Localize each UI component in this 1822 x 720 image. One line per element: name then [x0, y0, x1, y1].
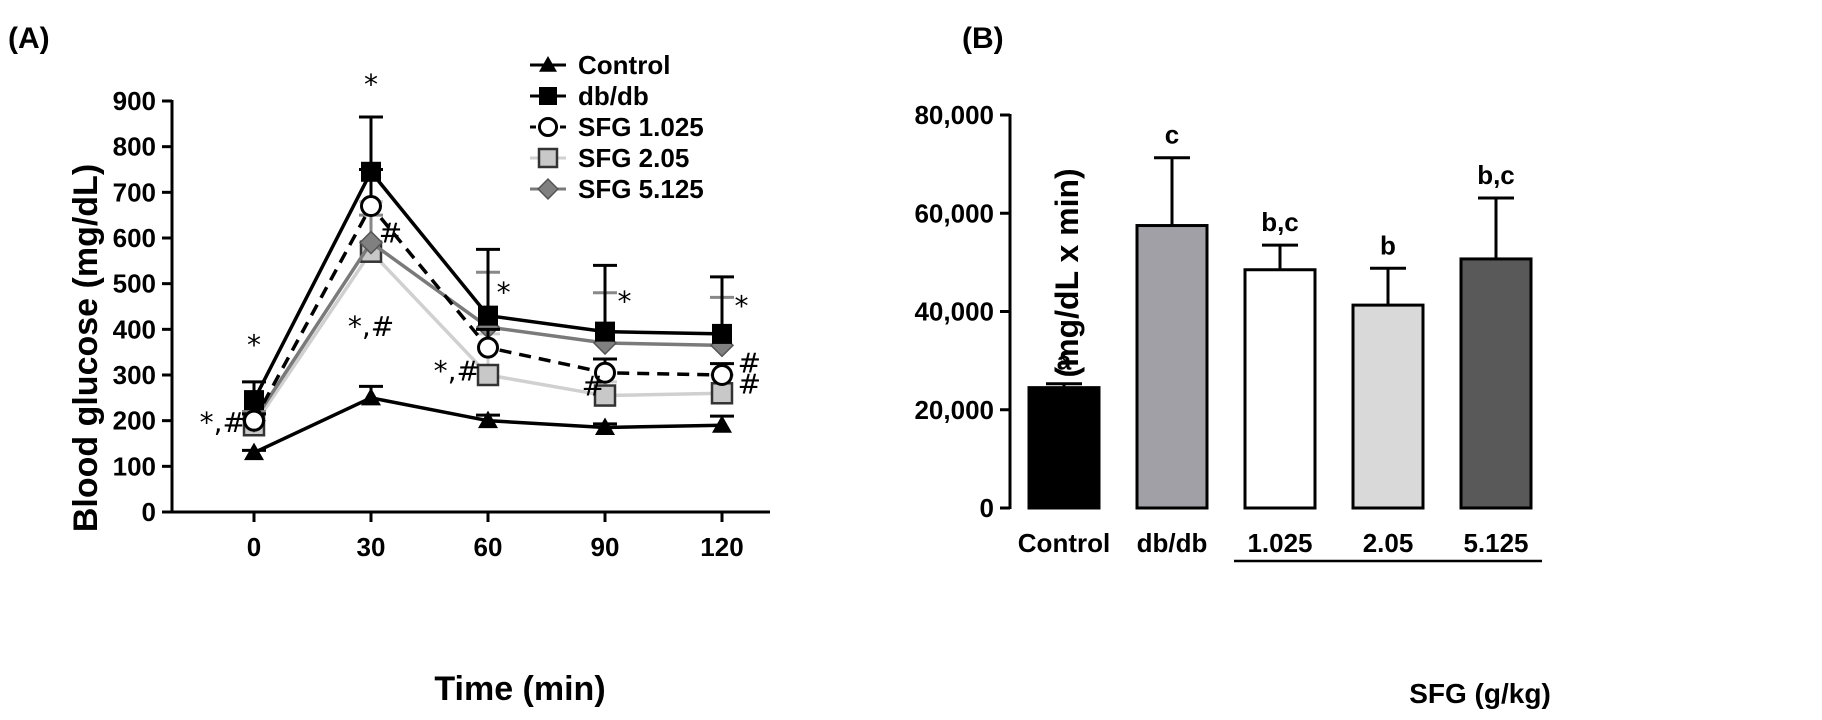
legend-item: SFG 2.05: [530, 143, 689, 173]
legend-label: SFG 5.125: [578, 174, 704, 204]
panel-a-y-tick-label: 500: [113, 269, 156, 299]
data-point: [594, 361, 616, 384]
significance-letter: a: [1057, 346, 1072, 376]
bar-group-db-db: c db/db: [1135, 120, 1209, 558]
x-category-label: Control: [1018, 528, 1110, 558]
significance-annotation: #: [738, 367, 761, 400]
series-control: [242, 384, 734, 461]
panel-b-y-tick-label: 60,000: [914, 198, 994, 228]
panel-b-bar-chart: (B) AUC (mg/dL x min) SFG (g/kg) 020,000…: [914, 22, 1550, 709]
bar-group-1-025: b,c 1.025: [1243, 207, 1317, 558]
significance-annotation: #: [379, 217, 402, 250]
panel-a-y-tick-label: 400: [113, 314, 156, 344]
legend-item: Control: [530, 50, 670, 80]
legend-item: SFG 1.025: [530, 112, 704, 142]
panel-a-y-tick-label: 600: [113, 223, 156, 253]
panel-a-y-tick-label: 900: [113, 86, 156, 116]
panel-a-y-tick-label: 300: [113, 360, 156, 390]
significance-annotation: *,#: [434, 354, 480, 387]
panel-a-y-tick-label: 0: [142, 497, 156, 527]
panel-a-line-chart: (A) Blood glucose (mg/dL) Time (min) 0 10…: [8, 22, 770, 708]
significance-letter: b,c: [1477, 160, 1515, 190]
legend-marker: [539, 56, 557, 72]
data-point: [243, 409, 265, 432]
bar: [1243, 268, 1317, 510]
panel-b-y-tick-label: 20,000: [914, 395, 994, 425]
panel-a-x-tick-label: 0: [247, 532, 261, 562]
significance-letter: c: [1165, 120, 1179, 150]
legend-marker: [537, 116, 559, 138]
legend-item: SFG 5.125: [530, 174, 704, 204]
data-point: [361, 161, 381, 182]
bar: [1135, 224, 1209, 510]
x-category-label: 5.125: [1463, 528, 1528, 558]
legend-label: SFG 1.025: [578, 112, 704, 142]
panel-b-x-axis-title: SFG (g/kg): [1409, 678, 1551, 709]
series-db-db: [242, 115, 734, 411]
significance-annotation: *,#: [348, 310, 394, 343]
significance-annotation: *: [618, 285, 632, 318]
data-point: [360, 195, 382, 218]
legend-label: SFG 2.05: [578, 143, 689, 173]
data-point: [712, 415, 732, 433]
bar: [1027, 386, 1101, 510]
panel-a-y-tick-label: 100: [113, 451, 156, 481]
x-category-label: 2.05: [1363, 528, 1414, 558]
legend-label: db/db: [578, 81, 649, 111]
bar: [1459, 257, 1533, 510]
data-point: [478, 410, 498, 429]
significance-letter: b: [1380, 230, 1396, 260]
data-point: [711, 364, 733, 386]
data-point: [244, 390, 264, 411]
bar: [1351, 303, 1425, 510]
data-point: [595, 417, 615, 436]
significance-annotation: *,#: [200, 406, 246, 439]
legend-item: db/db: [530, 81, 649, 111]
panel-b-y-tick-label: 40,000: [914, 297, 994, 327]
significance-annotation: #: [738, 347, 761, 380]
panel-a-y-tick-label: 200: [113, 406, 156, 436]
panel-b-label: (B): [962, 22, 1004, 55]
panel-a-x-tick-label: 90: [591, 532, 620, 562]
panel-b-y-tick-label: 80,000: [914, 100, 994, 130]
legend-marker: [539, 87, 557, 105]
panel-b-y-tick-label: 0: [980, 493, 994, 523]
significance-annotation: *: [735, 290, 749, 323]
data-point: [361, 387, 381, 406]
data-point: [476, 363, 500, 387]
data-point: [712, 323, 732, 344]
legend-label: Control: [578, 50, 670, 80]
x-category-label: 1.025: [1247, 528, 1312, 558]
panel-a-x-tick-label: 60: [474, 532, 503, 562]
bar-group-2-05: b 2.05: [1351, 230, 1425, 558]
data-point: [710, 382, 734, 405]
panel-a-y-tick-label: 800: [113, 132, 156, 162]
data-point: [478, 305, 498, 326]
series-sfg-1-025: [242, 168, 734, 432]
data-point: [244, 442, 264, 461]
panel-a-x-tick-label: 120: [700, 532, 743, 562]
data-point: [593, 384, 617, 407]
legend-marker: [537, 178, 559, 200]
panel-a-label: (A): [8, 22, 50, 55]
panel-a-x-tick-label: 30: [357, 532, 386, 562]
legend-marker: [537, 147, 559, 169]
significance-annotation: *: [364, 68, 378, 101]
data-point: [358, 230, 384, 255]
significance-annotation: #: [582, 370, 605, 403]
panel-a-y-tick-label: 700: [113, 177, 156, 207]
significance-letter: b,c: [1261, 207, 1299, 237]
x-category-label: db/db: [1137, 528, 1208, 558]
significance-annotation: *: [247, 328, 261, 361]
panel-a-x-axis-title: Time (min): [434, 670, 605, 708]
data-point: [595, 321, 615, 342]
bar-group-control: a Control: [1018, 346, 1110, 558]
panel-a-y-axis-title: Blood glucose (mg/dL): [67, 164, 105, 532]
significance-annotation: *: [497, 276, 511, 309]
data-point: [477, 336, 499, 359]
bar-group-5-125: b,c 5.125: [1459, 160, 1533, 558]
